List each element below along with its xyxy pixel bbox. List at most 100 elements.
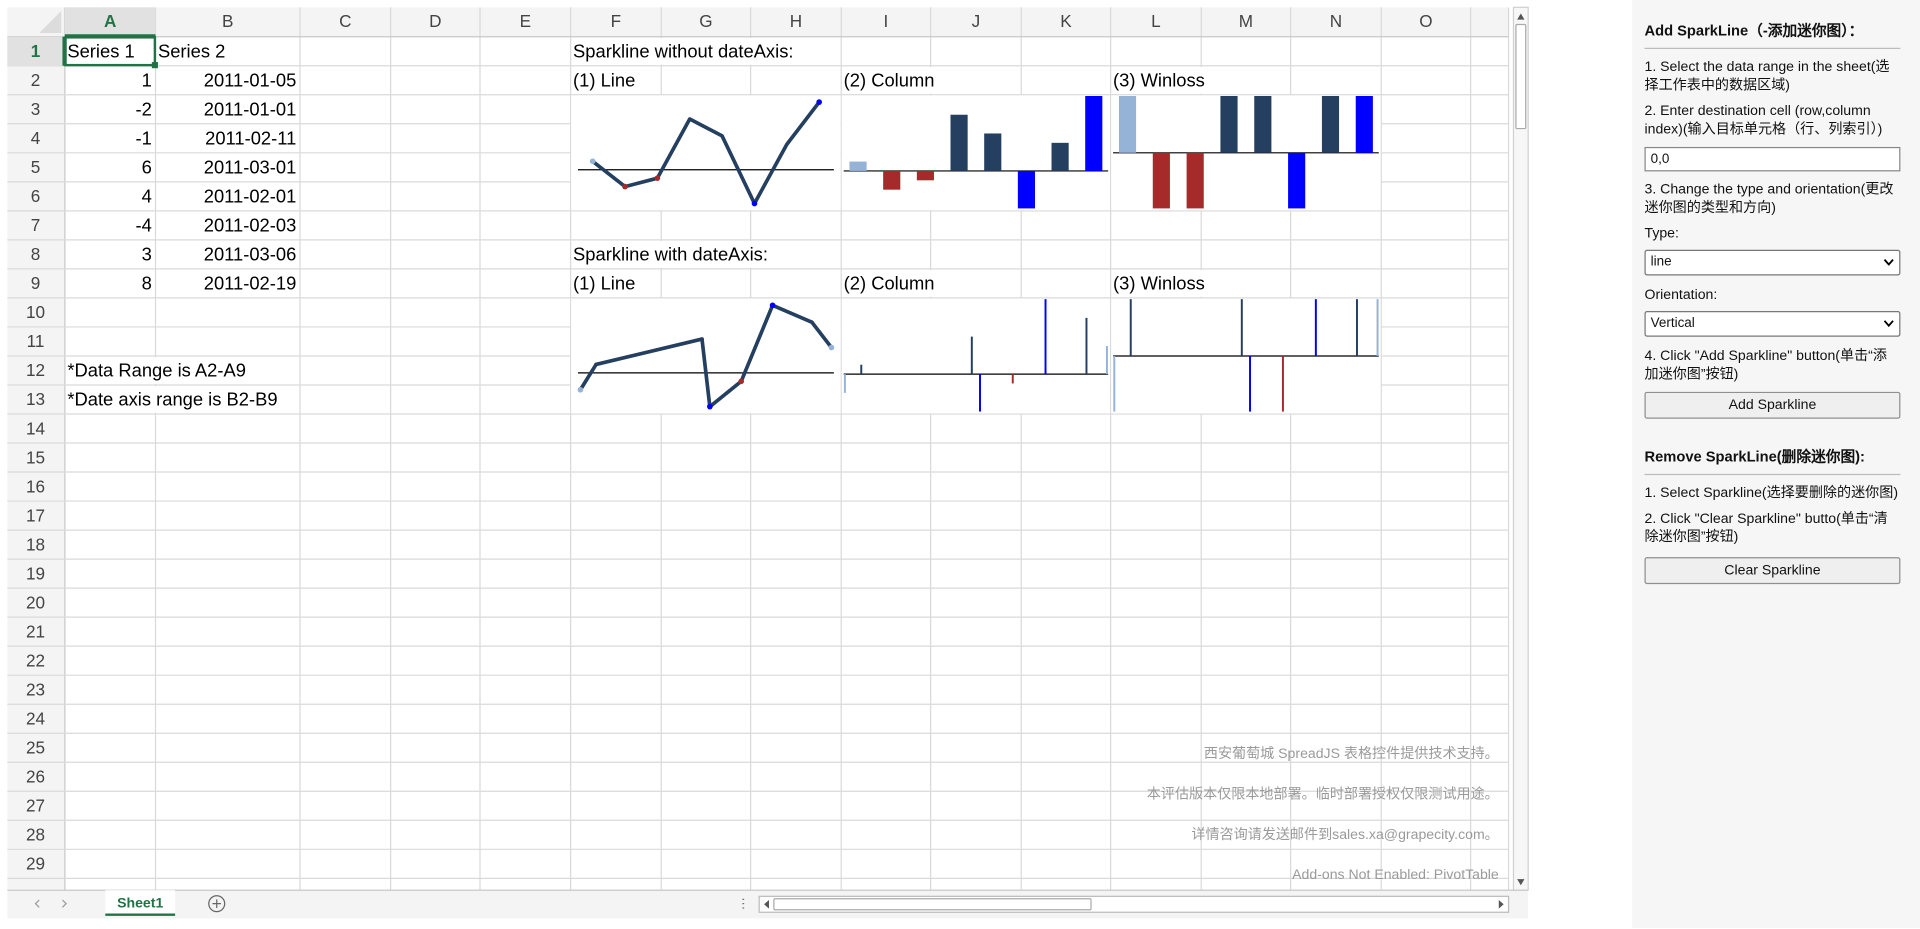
sparkline-column	[916, 170, 934, 181]
step: 2. Enter destination cell (row,column in…	[1644, 104, 1883, 138]
cell-value: -4	[136, 214, 152, 235]
row-header: 7	[31, 215, 41, 235]
sparkline-line	[591, 101, 821, 206]
sparkline-segment	[708, 379, 744, 409]
cell-value: 2011-02-03	[204, 214, 297, 235]
row-header: 23	[26, 679, 45, 699]
sparkline-winloss	[1220, 96, 1238, 153]
sparkline-marker	[707, 403, 713, 410]
sparkline-marker	[769, 302, 776, 309]
watermark: 西安葡萄城 SpreadJS 表格控件提供技术支持。	[1204, 745, 1499, 761]
selected-column-header	[64, 7, 156, 37]
sparkline-winloss	[1152, 152, 1170, 209]
row-header: 20	[26, 592, 45, 612]
row-header: 17	[26, 505, 45, 525]
sparkline-cell	[571, 298, 841, 414]
scroll-thumb[interactable]	[1515, 23, 1527, 130]
add-sheet[interactable]	[208, 895, 226, 913]
column-header: I	[884, 11, 889, 31]
sparkline-segment	[739, 303, 775, 384]
cell-value: 3	[142, 243, 152, 264]
sparkline-winloss	[1355, 96, 1373, 153]
column-header: B	[222, 11, 233, 31]
row-header: 12	[26, 360, 45, 380]
scroll-arrow[interactable]	[1517, 879, 1525, 886]
sparkline-marker	[589, 158, 596, 165]
sparkline-label: (1) Line	[573, 272, 635, 293]
row-header: 21	[26, 621, 45, 641]
chevron	[1883, 258, 1894, 266]
row-header: 24	[26, 708, 46, 728]
sparkline-marker	[622, 183, 628, 190]
sparkline-marker	[577, 386, 584, 393]
selected-row-header	[7, 36, 65, 66]
cell-value: -1	[136, 127, 152, 148]
column-header: L	[1151, 11, 1161, 31]
row-header: 3	[31, 99, 41, 119]
overflow-background	[571, 37, 796, 65]
type-select[interactable]: line	[1644, 249, 1901, 276]
overflow-background	[66, 357, 249, 384]
select-value: line	[1650, 254, 1672, 270]
cell-value: 2011-03-06	[204, 243, 297, 264]
sparkline-marker	[816, 99, 823, 105]
sparkline-marker	[828, 344, 835, 351]
scroll-arrow[interactable]	[1517, 13, 1525, 20]
overflow-background	[842, 270, 937, 297]
scroll-arrow[interactable]	[1498, 900, 1504, 909]
note: *Date axis range is B2-B9	[67, 389, 277, 410]
sparkline-segment	[594, 337, 704, 367]
row-header: 18	[26, 534, 45, 554]
scroll-thumb[interactable]	[773, 898, 1092, 911]
cell-value: 1	[142, 69, 152, 90]
tab-nav[interactable]	[34, 899, 40, 908]
sparkline-winloss	[1376, 299, 1379, 356]
column-header: K	[1060, 11, 1072, 31]
column-header: H	[790, 11, 802, 31]
overflow-background	[571, 241, 771, 268]
sparkline-column	[1044, 299, 1047, 375]
sparkline-column	[1051, 142, 1069, 171]
sparkline-label: (1) Line	[573, 69, 635, 90]
cell-value: 6	[142, 156, 152, 177]
overflow-background	[1111, 66, 1208, 94]
add-button[interactable]: Add Sparkline	[1644, 391, 1901, 419]
row-header: 15	[26, 447, 45, 467]
section-title: Sparkline without dateAxis:	[573, 40, 793, 61]
overflow-background	[66, 386, 281, 413]
clear-button[interactable]: Clear Sparkline	[1644, 557, 1901, 585]
row-header: 1	[31, 41, 41, 61]
destination-input[interactable]: 0,0	[1644, 146, 1901, 172]
cell-value: 2011-01-01	[204, 98, 297, 119]
cell-text: Series 2	[158, 40, 225, 61]
note: *Data Range is A2-A9	[67, 360, 246, 381]
overflow-background	[1111, 270, 1208, 297]
sheet-tab-label: Sheet1	[117, 894, 163, 910]
sparkline-cell	[571, 95, 841, 211]
scroll-arrow[interactable]	[764, 900, 769, 909]
row-header: 11	[27, 331, 45, 351]
sparkline-column	[849, 161, 867, 171]
cell-value: 2011-03-01	[204, 156, 297, 177]
row-header: 8	[31, 244, 41, 264]
sparkline-column	[950, 114, 968, 171]
sparkline-winloss	[1281, 355, 1284, 412]
sparkline-winloss	[1113, 355, 1116, 412]
sparkline-winloss	[1288, 152, 1306, 209]
selected-cell	[64, 36, 157, 67]
select-value: Vertical	[1650, 315, 1695, 331]
fill-handle	[151, 62, 158, 69]
sparkline-winloss	[1254, 96, 1272, 153]
sparkline-segment	[700, 337, 712, 409]
orientation-select[interactable]: Vertical	[1644, 311, 1901, 337]
cell-value: -2	[136, 98, 152, 119]
label: Orientation:	[1644, 287, 1718, 303]
sparkline-column	[970, 336, 973, 375]
sheet-tab[interactable]	[105, 890, 176, 916]
sparkline-marker	[654, 175, 661, 181]
add-sheet-plus	[212, 899, 222, 908]
tab-nav[interactable]	[62, 899, 67, 908]
sparkline-column	[1085, 317, 1088, 375]
row-header: 6	[31, 186, 41, 206]
